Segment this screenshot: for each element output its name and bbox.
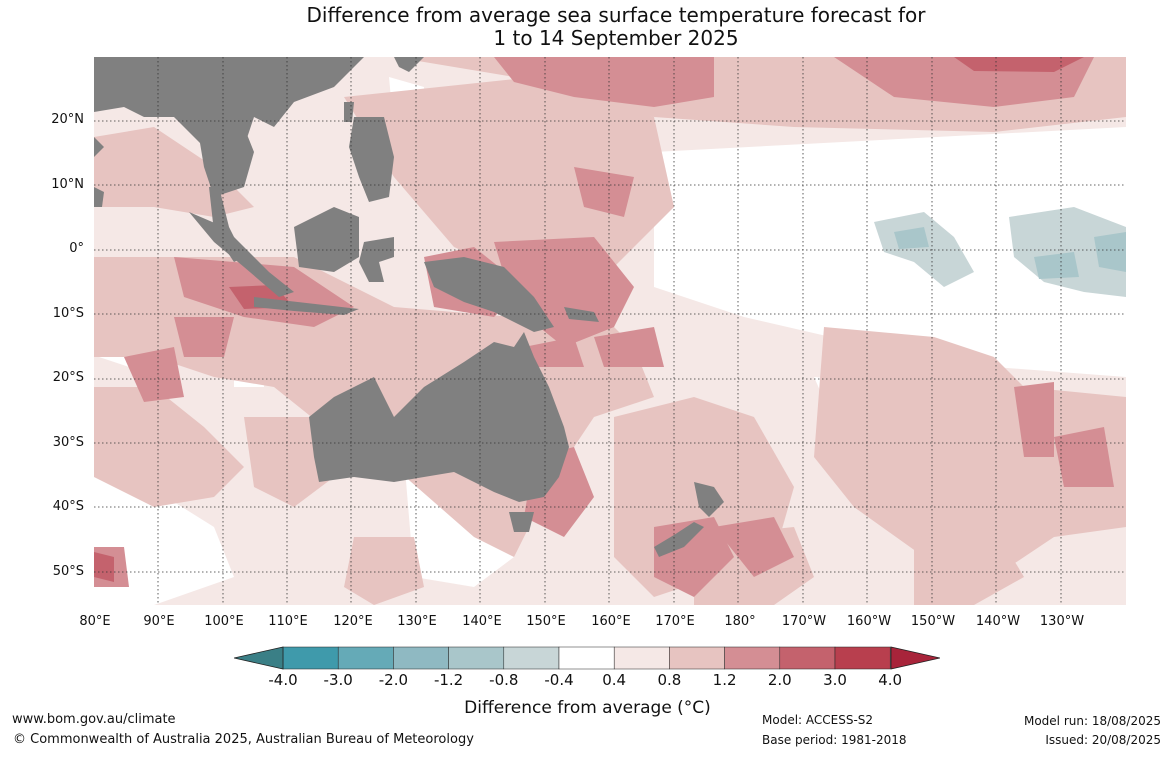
japan bbox=[394, 57, 424, 72]
colorbar-cell bbox=[834, 646, 891, 670]
solomons bbox=[564, 307, 599, 322]
lat-label-50s: 50°S bbox=[52, 564, 84, 579]
sulawesi bbox=[359, 237, 394, 282]
asia-mainland bbox=[94, 57, 364, 167]
taiwan bbox=[344, 102, 354, 122]
lon-label-100e: 100°E bbox=[204, 614, 244, 629]
lon-label-130e: 130°E bbox=[397, 614, 437, 629]
footer-url[interactable]: www.bom.gov.au/climate bbox=[12, 712, 176, 727]
philippines bbox=[349, 117, 394, 202]
lat-label-20n: 20°N bbox=[51, 112, 84, 127]
colorbar-cells bbox=[282, 646, 891, 670]
map-canvas bbox=[94, 57, 1126, 605]
colorbar-cell bbox=[669, 646, 725, 670]
lon-label-160w: 160°W bbox=[846, 614, 892, 629]
sumatra bbox=[189, 212, 294, 297]
lon-label-150e: 150°E bbox=[526, 614, 566, 629]
colorbar-cell bbox=[724, 646, 781, 670]
sri-lanka bbox=[94, 187, 104, 207]
colorbar-svg bbox=[233, 646, 941, 670]
footer-copyright: © Commonwealth of Australia 2025, Austra… bbox=[13, 732, 474, 747]
colorbar-tick-label: 0.8 bbox=[657, 671, 682, 689]
colorbar-tick-label: -0.4 bbox=[544, 671, 574, 689]
colorbar-label: Difference from average (°C) bbox=[464, 698, 711, 718]
colorbar-tick-label: 1.2 bbox=[712, 671, 737, 689]
colorbar-tick-label: -3.0 bbox=[323, 671, 353, 689]
lon-label-140w: 140°W bbox=[975, 614, 1021, 629]
india-tip bbox=[94, 137, 104, 157]
colorbar-cell bbox=[337, 646, 394, 670]
colorbar-tick-label: -2.0 bbox=[378, 671, 409, 689]
indochina bbox=[199, 127, 254, 197]
borneo bbox=[294, 207, 359, 272]
lat-label-0: 0° bbox=[69, 241, 84, 256]
lon-label-90e: 90°E bbox=[143, 614, 175, 629]
lon-label-120e: 120°E bbox=[333, 614, 373, 629]
colorbar-cell bbox=[779, 646, 836, 670]
footer-base-period: Base period: 1981-2018 bbox=[762, 733, 907, 747]
colorbar-cell bbox=[503, 646, 560, 670]
colorbar bbox=[233, 645, 941, 671]
colorbar-cell bbox=[393, 646, 449, 670]
lon-label-110e: 110°E bbox=[268, 614, 308, 629]
lon-label-160e: 160°E bbox=[591, 614, 631, 629]
new-zealand-south bbox=[654, 522, 704, 557]
java bbox=[254, 297, 359, 315]
footer-model-run: Model run: 18/08/2025 bbox=[1023, 714, 1161, 728]
sst-anomaly-map bbox=[94, 57, 1126, 605]
lat-label-30s: 30°S bbox=[52, 435, 84, 450]
colorbar-tick-label: 2.0 bbox=[767, 671, 792, 689]
footer-model: Model: ACCESS-S2 bbox=[762, 713, 874, 727]
lon-label-150w: 150°W bbox=[910, 614, 956, 629]
lon-label-170w: 170°W bbox=[781, 614, 827, 629]
lat-label-40s: 40°S bbox=[52, 499, 84, 514]
lon-label-180: 180° bbox=[724, 614, 756, 629]
negative-anomaly-areas bbox=[874, 207, 1126, 297]
colorbar-over-arrow bbox=[890, 646, 941, 670]
tasmania bbox=[509, 512, 534, 532]
colorbar-cell bbox=[282, 646, 339, 670]
colorbar-tick-label: 3.0 bbox=[823, 671, 847, 689]
colorbar-tick-label: 4.0 bbox=[878, 671, 903, 689]
lat-label-20s: 20°S bbox=[52, 370, 84, 385]
new-zealand-north bbox=[694, 482, 724, 517]
title-line-2: 1 to 14 September 2025 bbox=[493, 26, 739, 50]
colorbar-cell bbox=[613, 646, 670, 670]
title-line-1: Difference from average sea surface temp… bbox=[306, 3, 926, 27]
australia bbox=[309, 332, 569, 502]
lon-label-170e: 170°E bbox=[655, 614, 695, 629]
lat-label-10n: 10°N bbox=[51, 177, 84, 192]
colorbar-tick-label: -1.2 bbox=[433, 671, 464, 689]
colorbar-tick-label: -4.0 bbox=[268, 671, 298, 689]
map-title: Difference from average sea surface temp… bbox=[0, 4, 1173, 50]
lon-label-140e: 140°E bbox=[462, 614, 502, 629]
colorbar-tick-label: 0.4 bbox=[602, 671, 627, 689]
graticule bbox=[94, 57, 1126, 605]
colorbar-cell bbox=[448, 646, 505, 670]
footer-issued: Issued: 20/08/2025 bbox=[1045, 733, 1161, 747]
lon-label-130w: 130°W bbox=[1039, 614, 1085, 629]
colorbar-under-arrow bbox=[233, 646, 284, 670]
new-guinea bbox=[424, 257, 554, 332]
lat-label-10s: 10°S bbox=[52, 306, 84, 321]
land-masses bbox=[94, 57, 724, 557]
lon-label-80e: 80°E bbox=[79, 614, 111, 629]
colorbar-cell bbox=[558, 646, 615, 670]
colorbar-tick-label: -0.8 bbox=[489, 671, 519, 689]
